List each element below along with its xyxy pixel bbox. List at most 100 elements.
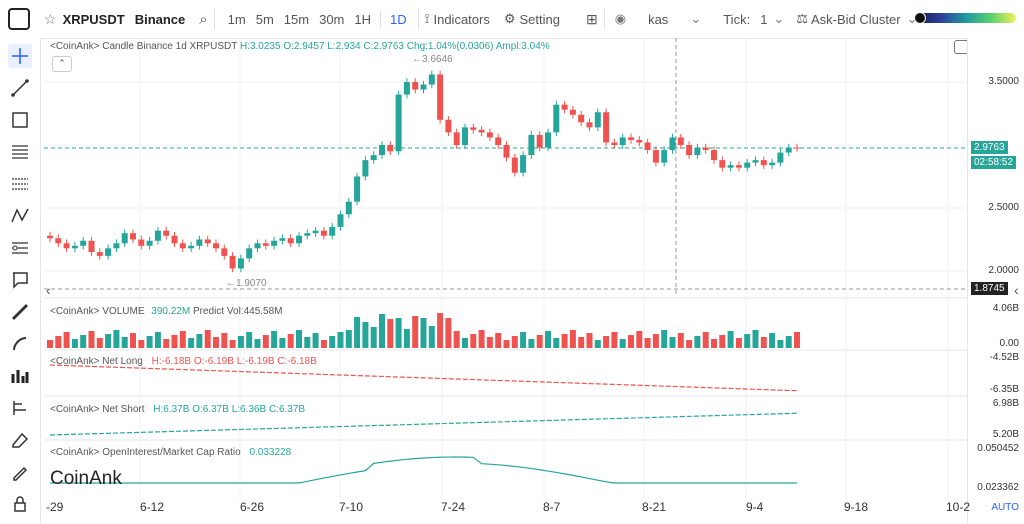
current-price-tag: 2.9763 <box>971 141 1008 154</box>
candle-body <box>794 147 800 149</box>
trendline-tool[interactable] <box>8 76 32 100</box>
price-range-tool[interactable] <box>8 396 32 420</box>
search-icon[interactable]: ⌕ <box>199 10 208 28</box>
net-short-low: L:6.36B <box>231 404 267 415</box>
ruler-tool[interactable] <box>8 300 32 324</box>
candle-body <box>312 230 319 234</box>
volume-bar <box>453 331 460 348</box>
pattern-icon <box>11 208 29 223</box>
bar-chart-icon <box>11 370 29 383</box>
volume-bar <box>594 340 601 348</box>
oi-axis-bottom: 0.023362 <box>977 482 1019 493</box>
source-value: kas <box>648 11 669 27</box>
color-gradient-slider[interactable] <box>914 12 1016 24</box>
candle-body <box>130 233 136 240</box>
timeframe-5m[interactable]: 5m <box>255 11 274 27</box>
symbol-name[interactable]: XRPUSDT <box>62 11 125 27</box>
volume-bar <box>130 333 136 348</box>
candle-body <box>213 243 219 249</box>
timeframe-15m[interactable]: 15m <box>283 11 310 27</box>
tick-value: 1 <box>760 11 768 27</box>
eraser-tool[interactable] <box>8 428 32 452</box>
scroll-left-icon[interactable]: ‹ <box>46 282 51 298</box>
candle-body <box>470 127 477 130</box>
auto-scale-button[interactable]: AUTO <box>991 502 1019 513</box>
logo-icon[interactable] <box>8 8 30 30</box>
eye-icon: ◉ <box>614 11 627 26</box>
callout-tool[interactable] <box>8 268 32 292</box>
volume-bar <box>296 330 302 348</box>
crosshair-tool[interactable] <box>8 44 32 68</box>
rectangle-tool[interactable] <box>8 108 32 132</box>
candle-body <box>735 165 742 168</box>
gear-icon: ⚙ <box>503 11 516 26</box>
brush-tool[interactable] <box>8 332 32 356</box>
source-dropdown[interactable]: ◉ kas ⌄ <box>615 0 701 38</box>
timeframe-1h[interactable]: 1H <box>354 11 372 27</box>
volume-bar <box>88 331 95 348</box>
chart-canvas[interactable] <box>44 38 967 524</box>
volume-bar <box>96 338 103 348</box>
volume-bar <box>486 337 493 348</box>
candle-body <box>279 238 286 241</box>
parallel-lines-icon <box>12 145 28 159</box>
oi-header: <CoinAnk> OpenInterest/Market Cap Ratio … <box>50 447 291 458</box>
tick-dropdown[interactable]: Tick: 1 ⌄ <box>723 0 784 38</box>
timeframe-1m[interactable]: 1m <box>227 11 246 27</box>
candle-body <box>163 230 170 236</box>
volume-bar <box>113 330 120 348</box>
fib-tool[interactable] <box>8 172 32 196</box>
parallel-lines-tool[interactable] <box>8 140 32 164</box>
timeframe-1d[interactable]: 1D <box>390 11 407 27</box>
candle-body <box>677 137 684 145</box>
volume-bar <box>769 333 776 348</box>
candle-body <box>478 129 485 133</box>
price-axis[interactable]: 3.5000 2.5000 2.0000 4.06B 0.00 -4.52B -… <box>967 38 1024 524</box>
pencil-tool[interactable] <box>8 460 32 484</box>
timeframe-30m[interactable]: 30m <box>319 11 345 27</box>
layout-grid-button[interactable]: ⊞ <box>586 0 598 38</box>
low-annotation-value: 1.9070 <box>236 278 267 289</box>
volume-bar <box>370 327 377 348</box>
volume-bar <box>794 332 800 348</box>
volume-bar <box>80 335 87 348</box>
net-long-open: O:-6.19B <box>193 356 234 367</box>
candle-body <box>354 176 361 202</box>
scroll-right-icon[interactable]: ‹ <box>1014 282 1019 298</box>
volume-bar <box>628 335 634 348</box>
pattern-tool[interactable] <box>8 204 32 228</box>
volume-bar <box>669 337 676 348</box>
candle-body <box>603 112 610 143</box>
candle-body <box>727 165 734 168</box>
lock-tool[interactable] <box>8 492 32 516</box>
setting-button[interactable]: ⚙ Setting <box>504 0 560 38</box>
volume-bar <box>105 334 112 348</box>
exchange-name[interactable]: Binance <box>134 11 186 27</box>
projection-tool[interactable] <box>8 236 32 260</box>
chart-bars-tool[interactable] <box>8 364 32 388</box>
indicators-button[interactable]: ⟟ Indicators <box>425 0 490 38</box>
candle-body <box>113 243 120 249</box>
candle-header-title: <CoinAnk> Candle Binance 1d XRPUSDT <box>50 41 238 52</box>
candle-body <box>486 132 493 138</box>
timeframe-divider <box>380 11 382 27</box>
slider-handle[interactable] <box>914 12 926 24</box>
askbid-dropdown[interactable]: ⚖ Ask-Bid Cluster ⌄ <box>796 0 917 38</box>
candle-body <box>370 155 377 161</box>
candle-body <box>462 127 468 145</box>
volume-bar <box>511 336 518 348</box>
candle-body <box>337 214 344 227</box>
volume-bar <box>711 339 717 348</box>
lock-icon <box>14 496 26 512</box>
favorite-star-icon[interactable]: ☆ <box>44 10 57 27</box>
volume-bar <box>462 338 468 348</box>
volume-bar <box>561 334 568 348</box>
collapse-button[interactable]: ⌃ <box>52 56 72 72</box>
volume-bar <box>362 322 369 348</box>
volume-bar <box>146 336 153 348</box>
candle-body <box>553 104 560 133</box>
volume-predict: Predict Vol:445.58M <box>192 306 283 317</box>
volume-bar <box>196 334 203 348</box>
toolbar-divider <box>213 8 215 30</box>
candle-body <box>403 82 410 95</box>
